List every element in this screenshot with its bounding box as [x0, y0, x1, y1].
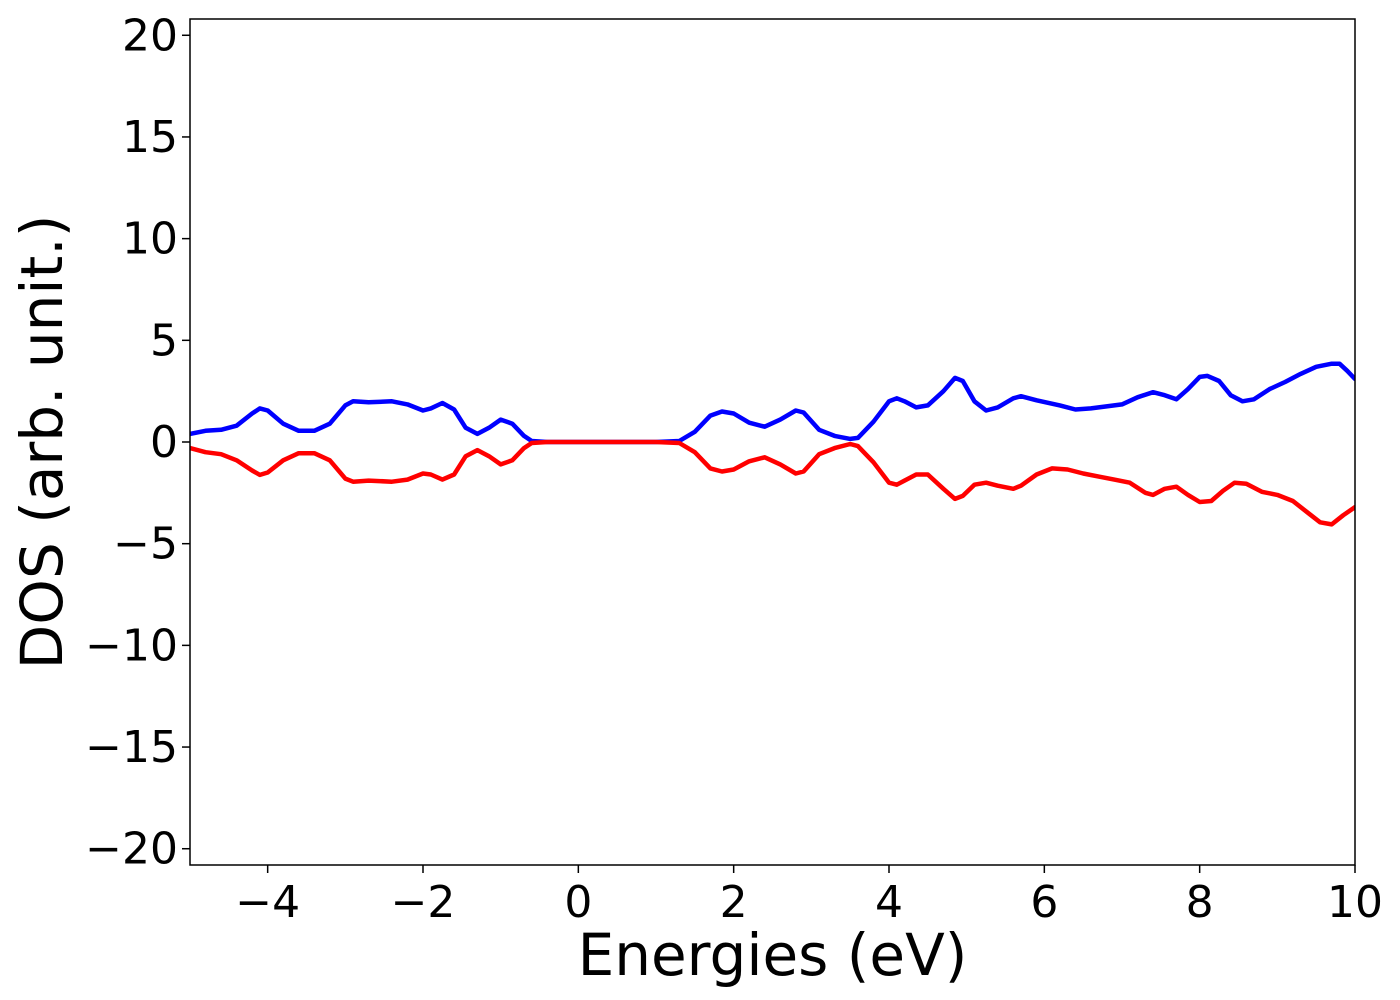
plot-area-frame: [189, 18, 1356, 866]
x-tick-label: −4: [235, 877, 300, 928]
series-line-1: [190, 361, 1355, 445]
y-tick-label: 15: [122, 112, 178, 163]
series-line-2: [190, 439, 1355, 527]
x-axis: −4 −2 0 2 4 6 8 10: [235, 865, 1383, 928]
x-tick-label: 0: [564, 877, 592, 928]
x-axis-label: Energies (eV): [578, 921, 968, 989]
x-tick-label: −2: [391, 877, 456, 928]
y-tick-label: −20: [85, 824, 178, 875]
series-layer: [190, 361, 1355, 527]
y-tick-label: 5: [150, 315, 178, 366]
y-tick-label: −5: [113, 519, 178, 570]
y-axis: 20 15 10 5 0 −5 −10 −15 −20: [85, 10, 190, 875]
y-tick-label: 0: [150, 417, 178, 468]
y-tick-label: −10: [85, 620, 178, 671]
x-tick-label: 10: [1327, 877, 1383, 928]
x-tick-label: 2: [720, 877, 748, 928]
x-tick-label: 6: [1030, 877, 1058, 928]
y-tick-label: 10: [122, 214, 178, 265]
x-tick-label: 8: [1186, 877, 1214, 928]
y-tick-label: 20: [122, 10, 178, 61]
y-axis-label: DOS (arb. unit.): [8, 215, 76, 670]
x-tick-label: 4: [875, 877, 903, 928]
y-tick-label: −15: [85, 722, 178, 773]
